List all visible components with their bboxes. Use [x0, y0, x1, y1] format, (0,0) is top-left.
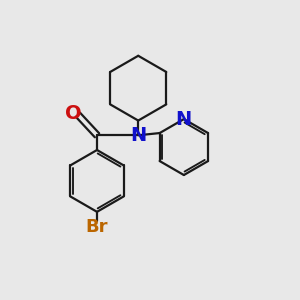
Text: Br: Br	[86, 218, 108, 236]
Text: N: N	[130, 126, 146, 145]
Text: N: N	[176, 110, 192, 129]
Text: O: O	[65, 104, 82, 123]
